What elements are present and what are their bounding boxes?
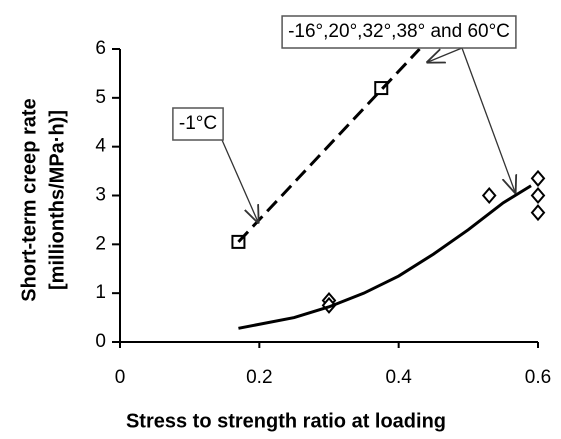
annotation: -16°,20°,32°,38° and 60°C (288, 21, 510, 42)
y-axis-label: [millionths/MPa·h)] (46, 110, 68, 290)
x-tick-label: 0.4 (385, 367, 412, 388)
point (530, 186, 546, 205)
x-tick-label: 0.6 (525, 367, 551, 388)
x-axis-label: Stress to strength ratio at loading (126, 410, 446, 432)
annotation: -1°C (179, 113, 217, 134)
line (237, 47, 421, 243)
y-tick-label: 4 (95, 136, 106, 157)
annotation-arrow (428, 47, 463, 62)
y-tick-label: 3 (95, 185, 106, 206)
point (530, 204, 546, 222)
y-tick-label: 2 (95, 233, 106, 254)
y-tick-label: 5 (95, 87, 106, 108)
y-tick-label: 0 (95, 331, 106, 352)
x-tick-label: 0.2 (246, 367, 272, 388)
x-tick-label: 0 (115, 367, 126, 388)
point (481, 186, 497, 205)
line (238, 184, 532, 330)
annotation-box (172, 107, 224, 141)
point (530, 169, 546, 187)
y-tick-label: 6 (95, 38, 106, 59)
annotation-box (281, 15, 517, 49)
y-axis-label: Short-term creep rate (18, 98, 40, 301)
annotation-arrow (221, 139, 258, 222)
y-tick-label: 1 (95, 282, 106, 303)
annotation-arrow (461, 47, 515, 192)
